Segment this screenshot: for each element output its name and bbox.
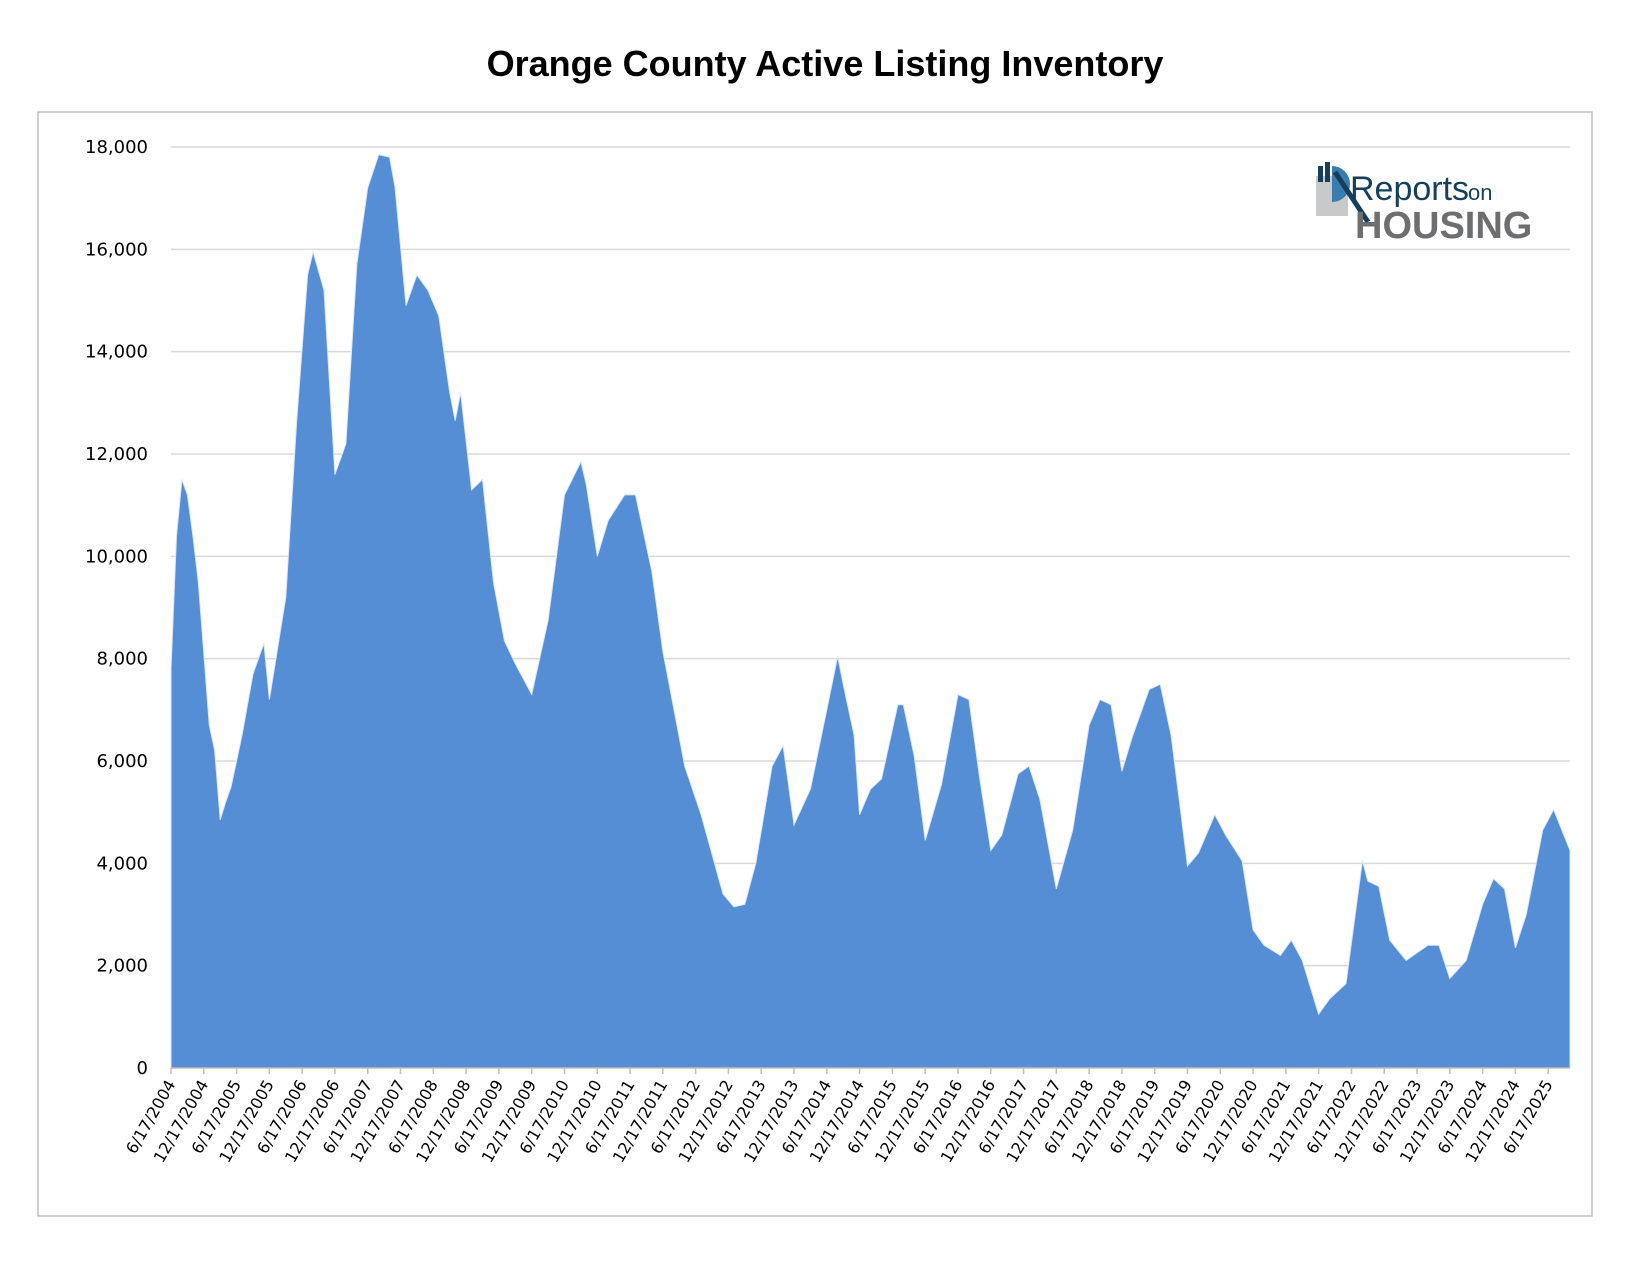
logo-text-on: on [1468, 180, 1492, 205]
y-tick-label: 6,000 [96, 751, 148, 772]
y-tick-label: 18,000 [85, 137, 148, 158]
y-tick-label: 4,000 [96, 853, 148, 874]
inventory-area [170, 154, 1571, 1069]
chart-title: Orange County Active Listing Inventory [487, 43, 1164, 84]
y-axis-ticks: 0 2,000 4,000 6,000 8,000 10,000 12,000 14,000 1… [85, 137, 148, 1079]
y-tick-label: 8,000 [96, 649, 148, 670]
reports-on-housing-logo: Reports on HOUSING [1316, 162, 1532, 247]
logo-text-housing: HOUSING [1355, 205, 1532, 247]
y-tick-label: 2,000 [96, 956, 148, 977]
x-axis-ticks: 6/17/200412/17/20046/17/200512/17/20056/… [122, 1067, 1571, 1166]
y-tick-label: 14,000 [85, 342, 148, 363]
y-tick-label: 0 [137, 1058, 148, 1079]
y-tick-label: 12,000 [85, 444, 148, 465]
y-tick-label: 16,000 [85, 239, 148, 260]
chart-border [37, 111, 1593, 1217]
logo-text-reports: Reports [1350, 170, 1469, 208]
y-tick-label: 10,000 [85, 546, 148, 567]
